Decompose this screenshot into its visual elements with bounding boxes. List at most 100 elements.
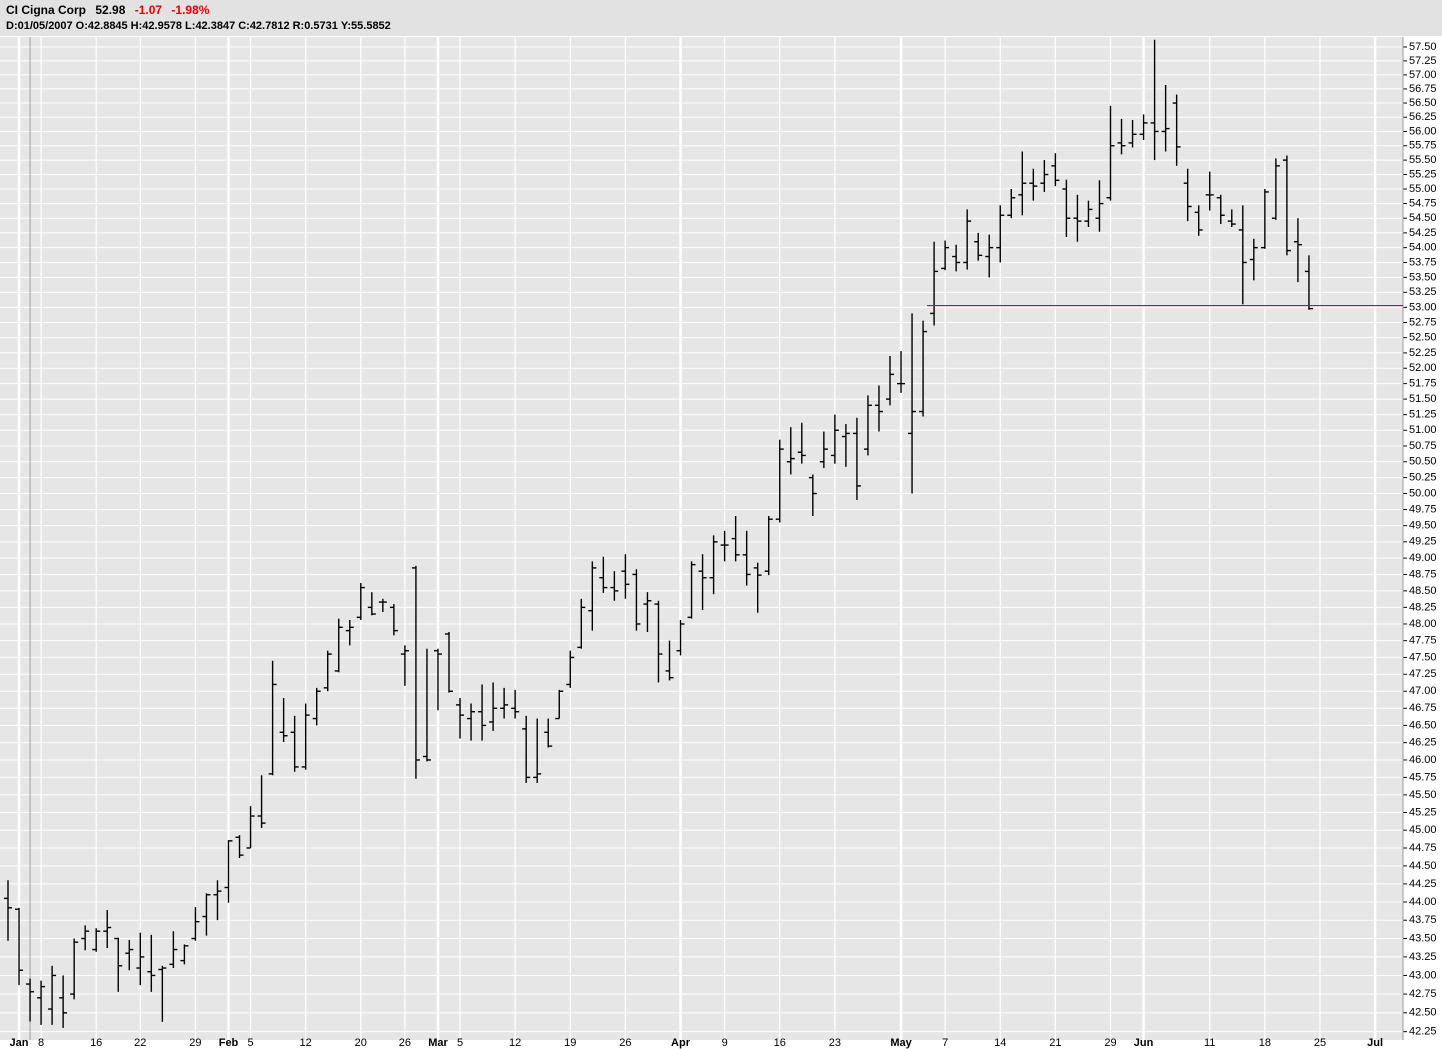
x-tick-label: Mar: [428, 1037, 448, 1049]
ohlc-bar: [974, 232, 983, 261]
y-tick-label: 55.50: [1409, 154, 1437, 166]
x-tick-label: 12: [300, 1037, 312, 1049]
ohlc-bar: [1106, 105, 1115, 201]
ohlc-bar: [952, 244, 961, 272]
x-tick-label: 11: [1204, 1037, 1215, 1049]
ohlc-bar: [158, 965, 167, 1022]
last-price: 52.98: [95, 3, 126, 17]
ohlc-bar: [919, 320, 928, 417]
ohlc-bar: [489, 682, 498, 731]
ohlc-bar: [191, 907, 200, 941]
ohlc-bar: [235, 835, 244, 859]
ohlc-bar: [334, 618, 343, 673]
change-pct: -1.98%: [171, 3, 210, 17]
y-tick-label: 42.75: [1409, 988, 1437, 1000]
y-tick-label: 50.25: [1409, 472, 1437, 484]
x-tick-label: 8: [38, 1037, 44, 1049]
info-value: 42.7812: [249, 20, 290, 32]
ohlc-bar: [213, 880, 222, 921]
y-tick-label: 52.00: [1409, 362, 1437, 374]
info-label: C:: [238, 20, 250, 32]
ohlc-bar: [1238, 205, 1247, 305]
ohlc-bar: [786, 427, 795, 475]
x-tick-label: Jul: [1367, 1037, 1383, 1049]
ohlc-bar: [4, 880, 12, 941]
ohlc-bar: [698, 554, 707, 611]
ohlc-bar: [996, 205, 1005, 263]
ohlc-bar: [841, 424, 850, 467]
y-tick-label: 46.50: [1409, 719, 1437, 731]
ohlc-bar: [114, 937, 123, 992]
y-tick-label: 49.00: [1409, 552, 1437, 564]
ohlc-bar: [180, 944, 189, 965]
y-tick-label: 44.75: [1409, 842, 1437, 854]
ohlc-bar: [1194, 205, 1203, 236]
y-tick-label: 51.25: [1409, 409, 1437, 421]
ohlc-bar: [467, 703, 476, 741]
y-tick-label: 45.00: [1409, 824, 1437, 836]
x-tick-label: May: [890, 1037, 912, 1049]
ohlc-bar: [1282, 155, 1291, 256]
y-tick-label: 56.25: [1409, 111, 1437, 123]
ohlc-bar: [136, 932, 145, 986]
y-tick-label: 56.00: [1409, 125, 1437, 137]
ohlc-bar: [169, 931, 178, 969]
y-tick-label: 44.00: [1409, 896, 1437, 908]
y-tick-label: 57.25: [1409, 55, 1437, 67]
y-tick-label: 55.75: [1409, 140, 1437, 152]
info-value: 01/05/2007: [17, 20, 73, 32]
y-tick-label: 48.00: [1409, 618, 1437, 630]
x-tick-label: 16: [90, 1037, 102, 1049]
ohlc-bar: [775, 439, 784, 523]
ohlc-bar: [37, 980, 46, 1025]
y-tick-label: 44.50: [1409, 860, 1437, 872]
y-tick-label: 56.50: [1409, 97, 1437, 109]
ohlc-bar: [279, 698, 288, 742]
ohlc-bar: [15, 907, 24, 986]
ohlc-bar: [566, 650, 575, 688]
ohlc-bar: [643, 592, 652, 632]
info-value: 42.3847: [195, 20, 236, 32]
ohlc-bar: [202, 893, 211, 936]
y-tick-label: 53.00: [1409, 301, 1437, 313]
y-tick-label: 52.50: [1409, 332, 1437, 344]
ohlc-bar: [908, 313, 917, 494]
y-tick-label: 51.50: [1409, 393, 1437, 405]
y-tick-label: 55.00: [1409, 183, 1437, 195]
x-tick-label: 23: [829, 1037, 841, 1049]
x-tick-label: 22: [134, 1037, 146, 1049]
y-tick-label: 42.25: [1409, 1026, 1437, 1038]
y-tick-label: 54.00: [1409, 242, 1437, 254]
ohlc-bar: [742, 530, 751, 586]
quote-line: CI Cigna Corp 52.98 -1.07 -1.98%: [6, 3, 215, 17]
y-tick-label: 53.50: [1409, 271, 1437, 283]
ohlc-bar: [422, 648, 431, 762]
ohlc-bar: [599, 556, 608, 593]
ohlc-bar: [1260, 189, 1269, 249]
info-value: 0.5731: [304, 20, 338, 32]
y-tick-label: 45.75: [1409, 771, 1437, 783]
ohlc-bar: [588, 561, 597, 631]
ohlc-bar: [1150, 39, 1159, 161]
ohlc-bar: [147, 934, 156, 992]
x-tick-label: 7: [942, 1037, 948, 1049]
ohlc-bar: [808, 474, 817, 516]
y-tick-label: 46.25: [1409, 737, 1437, 749]
y-tick-label: 48.25: [1409, 601, 1437, 613]
y-tick-label: 51.00: [1409, 424, 1437, 436]
ohlc-bar: [1227, 209, 1236, 228]
y-tick-label: 45.25: [1409, 806, 1437, 818]
ohlc-bar: [963, 209, 972, 270]
ohlc-bar: [411, 565, 420, 779]
ohlc-bar: [1128, 120, 1137, 148]
y-tick-label: 53.75: [1409, 256, 1437, 268]
ohlc-bar: [433, 648, 442, 711]
info-label: L:: [185, 20, 196, 32]
y-tick-label: 48.50: [1409, 585, 1437, 597]
ohlc-bar: [709, 535, 718, 595]
x-tick-label: 25: [1314, 1037, 1326, 1049]
y-tick-label: 50.50: [1409, 456, 1437, 468]
ohlc-bar: [863, 395, 872, 456]
ohlc-bar: [1095, 180, 1104, 232]
